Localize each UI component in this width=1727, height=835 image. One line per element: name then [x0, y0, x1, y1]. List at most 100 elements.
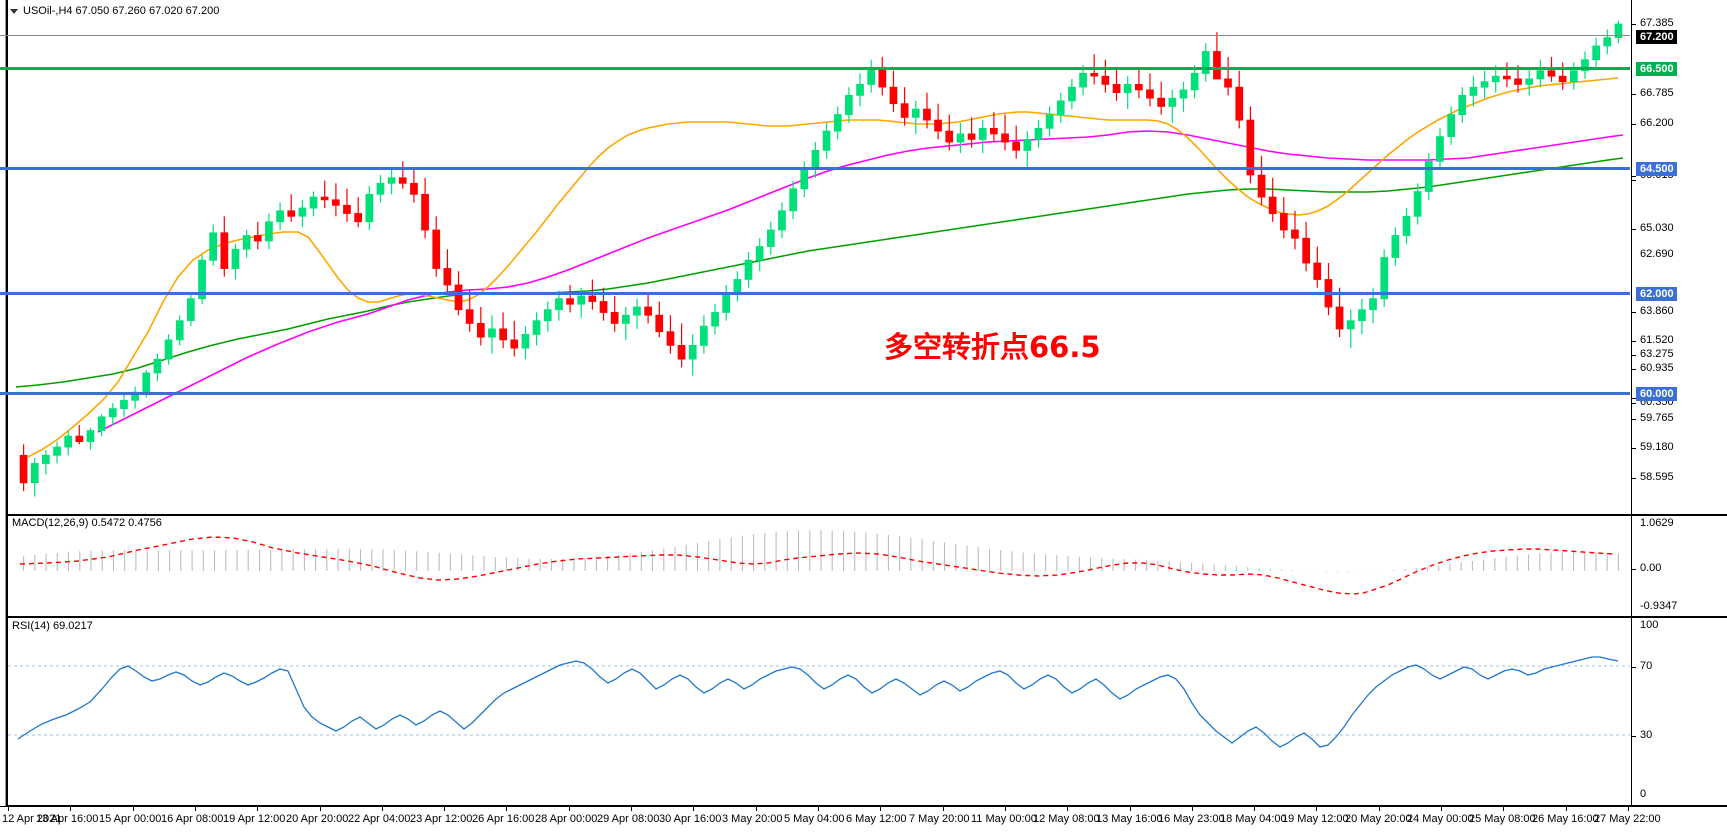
time-tick	[320, 807, 321, 811]
current-price-line	[0, 35, 1630, 36]
time-axis-label: 19 Apr 12:00	[223, 813, 286, 825]
current-price-tag: 67.200	[1636, 30, 1677, 44]
time-tick	[569, 807, 570, 811]
price-plot[interactable]	[8, 2, 1630, 513]
level-tag-66-500[interactable]: 66.500	[1636, 62, 1677, 76]
rsi-tick-70: 70	[1640, 660, 1653, 672]
time-tick	[1379, 807, 1380, 811]
time-tick	[195, 807, 196, 811]
time-axis-label: 15 Apr 00:00	[99, 813, 162, 825]
time-axis-label: 6 May 12:00	[846, 813, 907, 825]
time-axis-label: 22 Apr 04:00	[348, 813, 411, 825]
macd-tick-top: 1.0629	[1640, 517, 1674, 529]
time-axis-label: 27 May 22:00	[1594, 813, 1661, 825]
time-tick	[1067, 807, 1068, 811]
candlestick-series	[19, 20, 1623, 497]
time-tick	[382, 807, 383, 811]
time-axis-label: 3 May 20:00	[722, 813, 783, 825]
time-axis-label: 19 May 12:00	[1282, 813, 1349, 825]
time-axis-label: 16 Apr 08:00	[161, 813, 224, 825]
macd-plot[interactable]	[8, 517, 1630, 615]
rsi-header: RSI(14) 69.0217	[12, 620, 93, 632]
time-axis-label: 12 May 08:00	[1033, 813, 1100, 825]
time-tick	[444, 807, 445, 811]
time-axis-label: 30 Apr 16:00	[659, 813, 722, 825]
price-tick-12: 60.350	[1640, 396, 1674, 408]
time-tick	[70, 807, 71, 811]
rsi-axis[interactable]: 100 70 30 0	[1631, 617, 1727, 806]
time-tick	[880, 807, 881, 811]
price-tick-7: 63.275	[1640, 348, 1674, 360]
price-tick-14: 59.180	[1640, 441, 1674, 453]
price-tick-0: 67.385	[1640, 17, 1674, 29]
price-tick-extra-62690: 62.690	[1640, 248, 1674, 260]
time-tick	[1566, 807, 1567, 811]
symbol-header[interactable]: USOil-,H4 67.050 67.260 67.020 67.200	[10, 5, 219, 17]
time-axis-label: 11 May 00:00	[971, 813, 1037, 825]
level-tag-64-500[interactable]: 64.500	[1636, 162, 1677, 176]
price-tick-6: 63.860	[1640, 305, 1674, 317]
time-axis-label: 24 May 00:00	[1407, 813, 1474, 825]
macd-tick-bottom: -0.9347	[1640, 600, 1678, 612]
time-tick	[1130, 807, 1131, 811]
time-axis-label: 23 Apr 12:00	[410, 813, 473, 825]
time-tick	[1005, 807, 1006, 811]
rsi-tick-30: 30	[1640, 729, 1653, 741]
time-axis-label: 7 May 20:00	[909, 813, 970, 825]
time-axis[interactable]: 12 Apr 2021 13 Apr 16:00 15 Apr 00:00 16 Ap…	[0, 806, 1727, 835]
triangle-down-icon[interactable]	[10, 8, 18, 14]
price-tick-10: 61.520	[1640, 334, 1674, 346]
time-axis-label: 26 Apr 16:00	[472, 813, 535, 825]
time-axis-label: 16 May 23:00	[1158, 813, 1225, 825]
ma-slow-green-line	[15, 157, 1624, 388]
time-tick	[943, 807, 944, 811]
time-axis-label: 29 Apr 08:00	[597, 813, 660, 825]
time-tick	[1441, 807, 1442, 811]
price-series-svg	[15, 20, 1624, 497]
level-tag-60-000[interactable]: 60.000	[1636, 387, 1677, 401]
time-axis-label: 26 May 16:00	[1532, 813, 1599, 825]
time-axis-label: 25 May 08:00	[1469, 813, 1536, 825]
time-axis-label: 28 Apr 00:00	[535, 813, 598, 825]
macd-series-svg	[19, 530, 1619, 595]
rsi-series-svg	[8, 656, 1630, 748]
time-tick	[257, 807, 258, 811]
time-tick	[756, 807, 757, 811]
macd-histogram	[23, 530, 1619, 572]
time-axis-label: 13 May 16:00	[1096, 813, 1163, 825]
price-tick-11: 60.935	[1640, 362, 1674, 374]
level-line-60-000[interactable]	[0, 392, 1630, 395]
time-tick	[1316, 807, 1317, 811]
macd-header: MACD(12,26,9) 0.5472 0.4756	[12, 517, 162, 529]
left-scale-rail	[0, 0, 6, 835]
time-tick	[1192, 807, 1193, 811]
time-axis-label: 5 May 04:00	[784, 813, 845, 825]
level-tag-62-000[interactable]: 62.000	[1636, 287, 1677, 301]
rsi-line	[17, 656, 1619, 748]
symbol-header-label: USOil-,H4 67.050 67.260 67.020 67.200	[23, 5, 220, 17]
macd-tick-zero: 0.00	[1640, 562, 1662, 574]
price-tick-4: 65.030	[1640, 222, 1674, 234]
price-tick-13: 59.765	[1640, 412, 1674, 424]
time-tick	[1503, 807, 1504, 811]
price-panel	[6, 0, 1727, 515]
time-tick	[506, 807, 507, 811]
macd-axis[interactable]: 1.0629 0.00 -0.9347	[1631, 515, 1727, 617]
chart-annotation: 多空转折点66.5	[884, 330, 1101, 364]
time-tick	[1628, 807, 1629, 811]
macd-signal-line	[19, 536, 1614, 595]
time-axis-label: 20 May 20:00	[1345, 813, 1412, 825]
level-line-62-000[interactable]	[0, 292, 1630, 295]
level-line-64-500[interactable]	[0, 167, 1630, 170]
level-line-66-500[interactable]	[0, 67, 1630, 70]
ma-mid-magenta-line	[97, 130, 1624, 433]
rsi-tick-0: 0	[1640, 788, 1647, 800]
rsi-panel	[6, 617, 1727, 806]
time-tick	[1254, 807, 1255, 811]
time-tick	[8, 807, 9, 811]
time-tick	[818, 807, 819, 811]
price-tick-15: 58.595	[1640, 471, 1674, 483]
rsi-plot[interactable]	[8, 619, 1630, 805]
time-axis-label: 18 May 04:00	[1220, 813, 1287, 825]
